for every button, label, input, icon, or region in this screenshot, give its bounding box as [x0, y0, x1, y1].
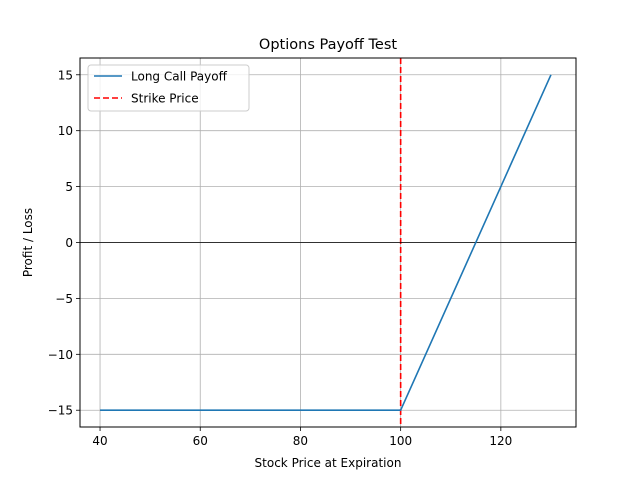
y-tick-label: −5	[55, 292, 73, 306]
x-tick-label: 40	[92, 434, 107, 448]
legend-label-strike: Strike Price	[131, 92, 199, 106]
x-tick-label: 80	[293, 434, 308, 448]
series-line-long-call-payoff	[100, 74, 552, 412]
x-axis-label: Stock Price at Expiration	[255, 456, 402, 470]
y-axis-label: Profit / Loss	[21, 208, 35, 277]
legend-box	[87, 64, 250, 112]
reference-lines	[80, 58, 576, 427]
legend-label-long-call: Long Call Payoff	[131, 70, 228, 84]
x-tick-label: 120	[489, 434, 512, 448]
chart-title: Options Payoff Test	[259, 37, 397, 53]
y-tick-label: 15	[58, 68, 73, 82]
y-tick-label: −15	[48, 404, 73, 418]
y-tick-label: 10	[58, 124, 73, 138]
y-axis-ticks: −15 −10 −5 0 5 10 15	[48, 68, 80, 418]
x-tick-label: 100	[389, 434, 412, 448]
legend: Long Call Payoff Strike Price	[87, 64, 250, 112]
x-axis-ticks: 40 60 80 100 120	[92, 427, 512, 448]
y-tick-label: 0	[65, 236, 73, 250]
y-tick-label: −10	[48, 348, 73, 362]
y-tick-label: 5	[65, 180, 73, 194]
x-tick-label: 60	[193, 434, 208, 448]
series-lines	[100, 74, 552, 412]
